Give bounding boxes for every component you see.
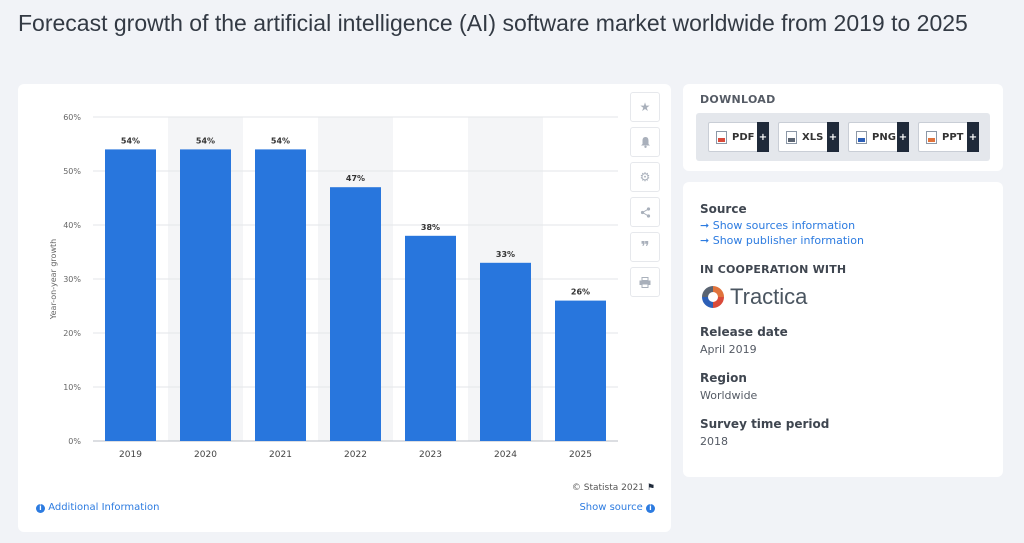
copyright: © Statista 2021 ⚑ [572,483,655,493]
plus-icon: + [897,122,909,152]
bar [555,300,606,441]
download-pdf-label: PDF [732,131,755,143]
survey-value: 2018 [700,435,728,448]
chart-tools: ★ ⚙ ❞ [630,92,662,302]
tractica-logo[interactable]: Tractica [700,284,846,310]
cite-button[interactable]: ❞ [630,232,660,262]
y-tick-label: 30% [63,275,81,284]
cooperation-heading: IN COOPERATION WITH [700,263,847,276]
tractica-logo-icon [702,286,724,308]
cooperation-section: IN COOPERATION WITH Tractica [700,263,846,310]
y-axis-label: Year-on-year growth [49,239,58,320]
additional-info-label: Additional Information [48,502,160,513]
bar-chart: 0% 10% 20% 30% 40% 50% 60% Year-on-year growth 5… [49,113,618,460]
x-tick-label: 2024 [494,450,517,460]
download-pdf-button[interactable]: PDF + [708,122,769,152]
survey-heading: Survey time period [700,417,830,431]
star-icon: ★ [639,100,651,114]
bar-value-label: 54% [196,136,215,145]
bar-value-label: 26% [571,288,590,297]
print-button[interactable] [630,267,660,297]
bar [180,149,231,441]
quote-icon: ❞ [640,238,650,256]
download-bar: PDF + XLS + PNG + PPT + [696,113,990,161]
share-icon [640,206,650,218]
release-section: Release date April 2019 [700,325,788,356]
show-sources-link[interactable]: ➞ Show sources information [700,219,864,232]
region-section: Region Worldwide [700,371,757,402]
release-heading: Release date [700,325,788,339]
bar [105,149,156,441]
info-icon: i [646,504,655,513]
bar [330,187,381,441]
show-publisher-label: Show publisher information [712,234,864,247]
download-png-label: PNG [872,131,896,143]
chart-card: 0% 10% 20% 30% 40% 50% 60% Year-on-year growth 5… [18,84,671,532]
download-ppt-button[interactable]: PPT + [918,122,979,152]
ppt-file-icon [926,130,937,144]
arrow-right-icon: ➞ [700,219,710,232]
y-tick-label: 20% [63,329,81,338]
show-sources-label: Show sources information [712,219,856,232]
flag-icon[interactable]: ⚑ [646,483,655,493]
png-file-icon [856,130,867,144]
x-tick-label: 2025 [569,450,592,460]
region-heading: Region [700,371,747,385]
info-card: Source ➞ Show sources information ➞ Show… [683,182,1003,477]
copyright-text: © Statista 2021 [571,483,645,493]
xls-file-icon [786,130,797,144]
survey-section: Survey time period 2018 [700,417,829,448]
page-title: Forecast growth of the artificial intell… [18,10,968,36]
bar-value-label: 54% [271,136,290,145]
bar [405,235,456,441]
y-tick-label: 10% [63,383,81,392]
download-title: DOWNLOAD [700,93,776,106]
additional-info-link[interactable]: i Additional Information [36,502,159,513]
bar [255,149,306,441]
bar [480,262,531,441]
x-tick-label: 2021 [269,450,292,460]
source-heading: Source [700,202,747,216]
y-tick-label: 60% [63,113,81,122]
print-icon [639,276,651,288]
x-tick-label: 2022 [344,450,367,460]
show-source-label: Show source [579,502,643,513]
plus-icon: + [757,122,769,152]
notification-button[interactable] [630,127,660,157]
info-icon: i [36,504,45,513]
pdf-file-icon [716,130,727,144]
arrow-right-icon: ➞ [700,234,710,247]
download-ppt-label: PPT [942,131,964,143]
x-tick-label: 2020 [194,450,217,460]
region-value: Worldwide [700,389,758,402]
show-publisher-link[interactable]: ➞ Show publisher information [700,234,864,247]
source-section: Source ➞ Show sources information ➞ Show… [700,202,864,247]
gear-icon: ⚙ [639,170,651,184]
bar-value-label: 54% [121,136,140,145]
share-button[interactable] [630,197,660,227]
y-tick-label: 0% [68,437,81,446]
download-card: DOWNLOAD PDF + XLS + PNG + PPT + [683,84,1003,171]
settings-button[interactable]: ⚙ [630,162,660,192]
favorite-button[interactable]: ★ [630,92,660,122]
bell-icon [640,137,650,148]
release-value: April 2019 [700,343,757,356]
download-png-button[interactable]: PNG + [848,122,909,152]
show-source-link[interactable]: Show source i [579,502,655,513]
y-tick-label: 50% [63,167,81,176]
tractica-name: Tractica [730,284,808,309]
plus-icon: + [827,122,839,152]
y-tick-label: 40% [63,221,81,230]
x-tick-label: 2019 [119,450,142,460]
download-xls-button[interactable]: XLS + [778,122,839,152]
bar-value-label: 47% [346,174,365,183]
bar-value-label: 38% [421,223,440,232]
plus-icon: + [967,122,979,152]
download-xls-label: XLS [802,131,824,143]
bar-value-label: 33% [496,250,515,259]
x-tick-label: 2023 [419,450,442,460]
